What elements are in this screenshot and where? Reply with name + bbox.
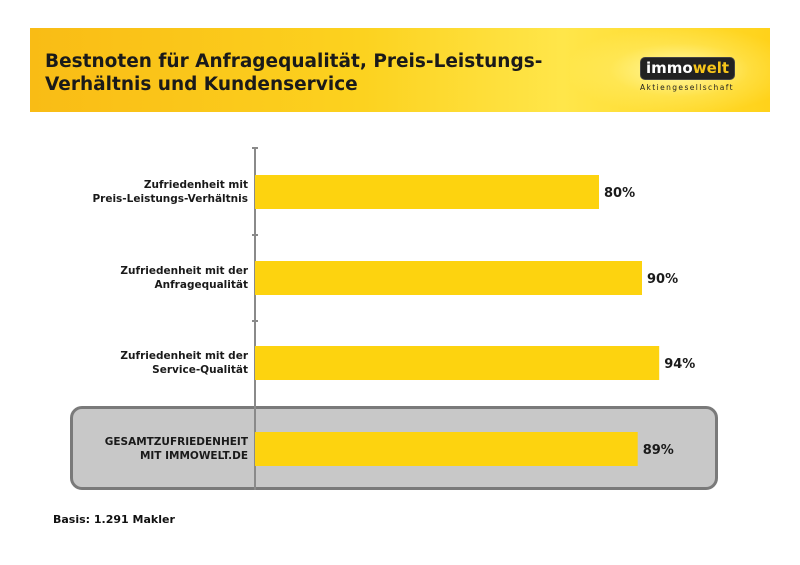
value-label-2: 90% bbox=[647, 272, 678, 287]
bar-1 bbox=[255, 175, 599, 209]
logo-subtitle: Aktiengesellschaft bbox=[640, 83, 734, 92]
immowelt-logo: immowelt Aktiengesellschaft bbox=[640, 57, 736, 92]
logo-welt-text: welt bbox=[692, 59, 730, 77]
category-label-2-line-2: Anfragequalität bbox=[155, 279, 248, 291]
logo-immo-text: immo bbox=[646, 59, 693, 77]
logo-badge: immowelt bbox=[640, 57, 736, 80]
header-banner: Bestnoten für Anfragequalität, Preis-Lei… bbox=[30, 28, 770, 112]
bar-2 bbox=[255, 261, 642, 295]
page-title: Bestnoten für Anfragequalität, Preis-Lei… bbox=[45, 50, 605, 96]
value-label-1: 80% bbox=[604, 186, 635, 201]
value-label-4: 89% bbox=[643, 443, 674, 458]
category-label-4-line-2: MIT IMMOWELT.DE bbox=[140, 450, 248, 462]
category-label-4-line-1: GESAMTZUFRIEDENHEIT bbox=[105, 436, 249, 448]
category-label-3-line-2: Service-Qualität bbox=[152, 364, 248, 376]
value-label-3: 94% bbox=[664, 357, 695, 372]
category-label-2-line-1: Zufriedenheit mit der bbox=[120, 265, 248, 277]
category-label-1-line-2: Preis-Leistungs-Verhältnis bbox=[92, 193, 248, 205]
title-line-1: Bestnoten für Anfragequalität, Preis-Lei… bbox=[45, 51, 543, 72]
title-line-2: Verhältnis und Kundenservice bbox=[45, 74, 358, 95]
category-label-3-line-1: Zufriedenheit mit der bbox=[120, 350, 248, 362]
basis-note: Basis: 1.291 Makler bbox=[53, 513, 175, 526]
bar-4 bbox=[255, 432, 638, 466]
category-label-1-line-1: Zufriedenheit mit bbox=[144, 179, 248, 191]
bar-3 bbox=[255, 346, 660, 380]
